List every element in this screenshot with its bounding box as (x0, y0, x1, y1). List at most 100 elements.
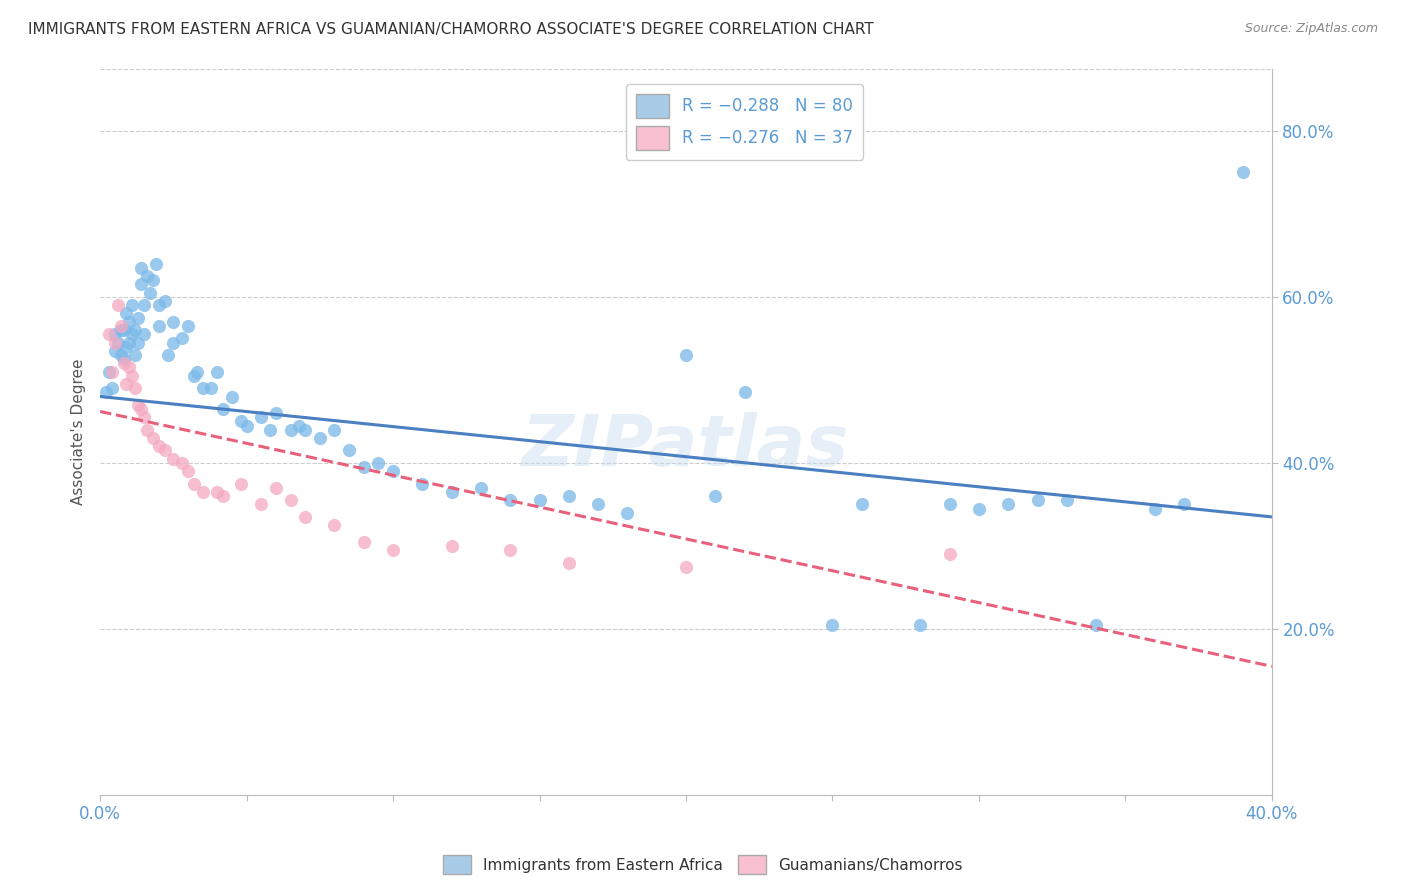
Point (1173, 498, 1195, 512)
Point (367, 456, 389, 470)
Point (470, 481, 492, 495)
Point (177, 318, 200, 333)
Point (229, 414, 252, 428)
Point (121, 368, 143, 383)
Point (938, 547, 960, 561)
Point (153, 293, 176, 308)
Point (235, 418, 257, 433)
Point (308, 431, 330, 445)
Point (118, 315, 141, 329)
Point (110, 318, 132, 333)
Point (294, 509, 316, 524)
Point (162, 315, 184, 329)
Y-axis label: Associate's Degree: Associate's Degree (72, 359, 86, 505)
Point (127, 398, 149, 412)
Point (967, 501, 990, 516)
Point (382, 464, 405, 478)
Point (112, 356, 135, 370)
Point (675, 348, 697, 362)
Point (183, 368, 205, 383)
Point (264, 406, 287, 420)
Point (132, 327, 155, 342)
Point (353, 460, 375, 475)
Point (162, 451, 184, 466)
Point (124, 348, 146, 362)
Point (704, 489, 727, 503)
Point (118, 360, 141, 375)
Point (191, 485, 214, 500)
Point (97, 365, 120, 379)
Point (121, 327, 143, 342)
Point (156, 348, 179, 362)
Point (821, 617, 844, 632)
Point (129, 260, 152, 275)
Point (323, 423, 346, 437)
Point (353, 534, 375, 549)
Point (124, 323, 146, 337)
Point (851, 498, 873, 512)
Point (499, 493, 522, 508)
Point (382, 543, 405, 558)
Point (1056, 493, 1078, 508)
Legend: R = −0.288   N = 80, R = −0.276   N = 37: R = −0.288 N = 80, R = −0.276 N = 37 (626, 84, 863, 160)
Point (139, 285, 162, 300)
Point (124, 381, 146, 395)
Point (172, 456, 194, 470)
Point (115, 377, 138, 392)
Point (107, 298, 129, 312)
Point (1232, 165, 1254, 179)
Point (910, 617, 932, 632)
Point (129, 277, 152, 292)
Point (529, 493, 551, 508)
Point (440, 485, 463, 500)
Point (118, 335, 141, 350)
Point (148, 298, 170, 312)
Point (162, 335, 184, 350)
Point (1085, 617, 1108, 632)
Point (177, 464, 200, 478)
Point (558, 489, 581, 503)
Point (110, 348, 132, 362)
Point (200, 381, 222, 395)
Point (136, 423, 159, 437)
Point (112, 323, 135, 337)
Point (104, 335, 127, 350)
Point (280, 423, 302, 437)
Point (142, 431, 165, 445)
Point (207, 485, 229, 500)
Point (411, 476, 433, 491)
Point (1026, 493, 1049, 508)
Point (101, 381, 124, 395)
Point (734, 385, 756, 400)
Point (112, 352, 135, 367)
Point (250, 410, 273, 425)
Point (115, 306, 138, 320)
Text: Source: ZipAtlas.com: Source: ZipAtlas.com (1244, 22, 1378, 36)
Text: ZIPatlas: ZIPatlas (522, 412, 849, 481)
Point (148, 318, 170, 333)
Point (183, 476, 205, 491)
Point (337, 443, 360, 458)
Point (288, 418, 311, 433)
Point (94, 385, 117, 400)
Point (229, 476, 252, 491)
Point (129, 401, 152, 416)
Point (264, 481, 287, 495)
Point (212, 401, 235, 416)
Point (1143, 501, 1166, 516)
Point (186, 365, 208, 379)
Point (127, 310, 149, 325)
Point (323, 518, 346, 533)
Point (221, 390, 243, 404)
Point (104, 343, 127, 358)
Legend: Immigrants from Eastern Africa, Guamanians/Chamorros: Immigrants from Eastern Africa, Guamania… (437, 849, 969, 880)
Point (153, 443, 176, 458)
Point (997, 498, 1019, 512)
Point (104, 327, 127, 342)
Point (101, 365, 124, 379)
Point (616, 506, 638, 520)
Point (259, 423, 281, 437)
Point (107, 335, 129, 350)
Point (110, 323, 132, 337)
Point (938, 498, 960, 512)
